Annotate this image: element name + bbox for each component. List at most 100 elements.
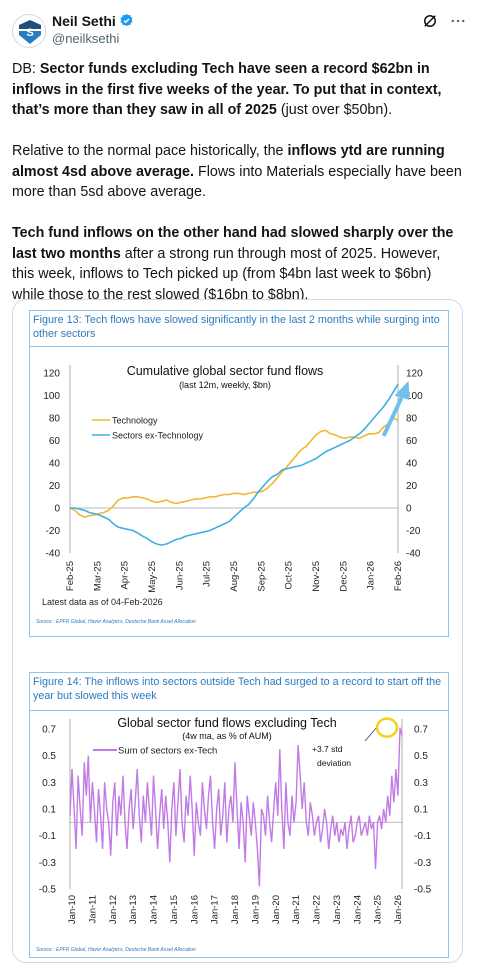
y-tick-label-left: 0 xyxy=(54,504,60,515)
figure-14-caption: Figure 14: The inflows into sectors outs… xyxy=(30,673,448,711)
series-line-sectors-ex-tech xyxy=(70,383,399,546)
y-tick-label-left: -20 xyxy=(46,526,61,537)
verified-badge-icon xyxy=(120,13,133,27)
user-handle[interactable]: @neilksethi xyxy=(52,31,120,46)
chart-title: Global sector fund flows excluding Tech xyxy=(117,716,336,730)
chart-subtitle: (4w ma, as % of AUM) xyxy=(182,731,272,741)
x-tick-label: Jan-13 xyxy=(128,895,139,924)
x-tick-label: Jan-23 xyxy=(332,895,343,924)
x-tick-label: Jan-14 xyxy=(149,895,160,924)
x-tick-label: Jan-19 xyxy=(250,895,261,924)
chart-subtitle: (last 12m, weekly, $bn) xyxy=(179,380,271,390)
y-tick-label-left: 0.5 xyxy=(42,751,56,762)
x-tick-label: Jan-11 xyxy=(87,895,98,923)
tweet-text: DB: Sector funds excluding Tech have see… xyxy=(12,59,464,326)
x-tick-label: Jan-24 xyxy=(352,895,363,924)
chart-title: Cumulative global sector fund flows xyxy=(127,364,324,378)
y-tick-label-left: 0.3 xyxy=(42,778,56,789)
figure-13-caption: Figure 13: Tech flows have slowed signif… xyxy=(30,311,448,347)
y-tick-label-left: 60 xyxy=(49,436,61,447)
y-tick-label-right: 0.3 xyxy=(414,778,428,789)
tweet-header: S Neil Sethi @neilksethi xyxy=(12,10,467,50)
y-tick-label-left: 0.1 xyxy=(42,805,56,816)
y-tick-label-right: 40 xyxy=(406,459,418,470)
y-tick-label-right: -0.5 xyxy=(414,885,432,896)
y-tick-label-left: -0.1 xyxy=(39,831,57,842)
y-tick-label-left: -0.5 xyxy=(39,885,57,896)
avatar[interactable]: S xyxy=(12,14,46,48)
x-tick-label: Jan-22 xyxy=(312,895,323,924)
x-tick-label: Jan-15 xyxy=(169,895,180,924)
x-tick-label: Dec-25 xyxy=(338,561,349,592)
y-tick-label-left: 20 xyxy=(49,481,61,492)
x-tick-label: Oct-25 xyxy=(284,561,295,590)
source-note: Source : EPFR Global, Haver Analytics, D… xyxy=(36,619,196,625)
y-tick-label-right: 20 xyxy=(406,481,418,492)
y-tick-label-left: 40 xyxy=(49,459,61,470)
figure-14: Figure 14: The inflows into sectors outs… xyxy=(29,672,449,958)
x-tick-label: Jun-25 xyxy=(174,561,185,590)
y-tick-label-right: 100 xyxy=(406,391,423,402)
y-tick-label-right: -0.3 xyxy=(414,858,432,869)
y-tick-label-right: -0.1 xyxy=(414,831,432,842)
x-tick-label: Feb-25 xyxy=(65,561,76,591)
legend-label: Technology xyxy=(112,416,158,426)
x-tick-label: Jul-25 xyxy=(202,561,213,587)
x-tick-label: Jan-26 xyxy=(393,895,404,924)
x-tick-label: Jan-25 xyxy=(373,895,384,924)
x-tick-label: Aug-25 xyxy=(229,561,240,592)
tweet-paragraph-1: DB: Sector funds excluding Tech have see… xyxy=(12,61,442,118)
y-tick-label-left: 120 xyxy=(43,369,60,380)
svg-text:S: S xyxy=(26,27,33,39)
x-tick-label: Jan-20 xyxy=(271,895,282,924)
trend-arrow xyxy=(381,396,404,437)
attached-image[interactable]: Figure 13: Tech flows have slowed signif… xyxy=(12,299,463,963)
x-tick-label: Jan-21 xyxy=(291,895,302,924)
y-tick-label-left: -0.3 xyxy=(39,858,57,869)
y-tick-label-left: 100 xyxy=(43,391,60,402)
highlight-circle xyxy=(375,717,399,738)
y-tick-label-right: 120 xyxy=(406,369,423,380)
x-tick-label: Jan-16 xyxy=(189,895,200,924)
x-tick-label: Mar-25 xyxy=(92,561,103,591)
y-tick-label-right: -40 xyxy=(406,549,421,560)
y-tick-label-left: 0.7 xyxy=(42,725,56,736)
grok-icon[interactable] xyxy=(421,12,439,30)
tweet-paragraph-3: Tech fund inflows on the other hand had … xyxy=(12,225,454,303)
annotation-pointer xyxy=(364,726,378,742)
y-tick-label-left: -40 xyxy=(46,549,61,560)
annotation-line-2: deviation xyxy=(317,758,351,768)
y-tick-label-right: -20 xyxy=(406,526,421,537)
figure-13: Figure 13: Tech flows have slowed signif… xyxy=(29,310,449,637)
annotation-line-1: +3.7 std xyxy=(312,744,343,754)
legend-label: Sum of sectors ex-Tech xyxy=(118,746,217,757)
y-tick-label-right: 0.7 xyxy=(414,725,428,736)
series-line-sectors-ex-tech xyxy=(69,727,403,887)
x-tick-label: Nov-25 xyxy=(311,561,322,592)
x-tick-label: Jan-18 xyxy=(230,895,241,924)
more-options-icon[interactable] xyxy=(449,12,467,30)
source-note: Source : EPFR Global, Haver Analytics, D… xyxy=(36,947,196,953)
tweet-paragraph-2: Relative to the normal pace historically… xyxy=(12,143,462,200)
x-tick-label: Sep-25 xyxy=(256,561,267,592)
y-tick-label-right: 60 xyxy=(406,436,418,447)
x-tick-label: Jan-17 xyxy=(210,895,221,924)
series-line-technology xyxy=(69,417,399,518)
legend-label: Sectors ex-Technology xyxy=(112,431,204,441)
avatar-logo-icon: S xyxy=(14,16,45,47)
x-tick-label: May-25 xyxy=(147,561,158,593)
header-actions xyxy=(421,12,467,30)
x-tick-label: Jan-10 xyxy=(67,895,78,924)
cumulative-flows-chart: -40 -40 -20 -20 0 0 20 20 40 40 60 60 80 80 100 100 120 1… xyxy=(36,364,423,625)
trend-arrow-head xyxy=(394,380,410,400)
display-name[interactable]: Neil Sethi xyxy=(52,13,134,29)
x-tick-label: Apr-25 xyxy=(120,561,131,590)
y-tick-label-right: 0.1 xyxy=(414,805,428,816)
y-tick-label-right: 0 xyxy=(406,504,412,515)
y-tick-label-right: 80 xyxy=(406,414,418,425)
ex-tech-flows-chart: -0.5 -0.5 -0.3 -0.3 -0.1 -0.1 0.1 0.1 0.3 0.3 0.5 0… xyxy=(36,716,432,953)
x-tick-label: Jan-12 xyxy=(108,895,119,924)
x-tick-label: Feb-26 xyxy=(393,561,404,591)
data-note: Latest data as of 04-Feb-2026 xyxy=(42,597,163,607)
y-tick-label-left: 80 xyxy=(49,414,61,425)
